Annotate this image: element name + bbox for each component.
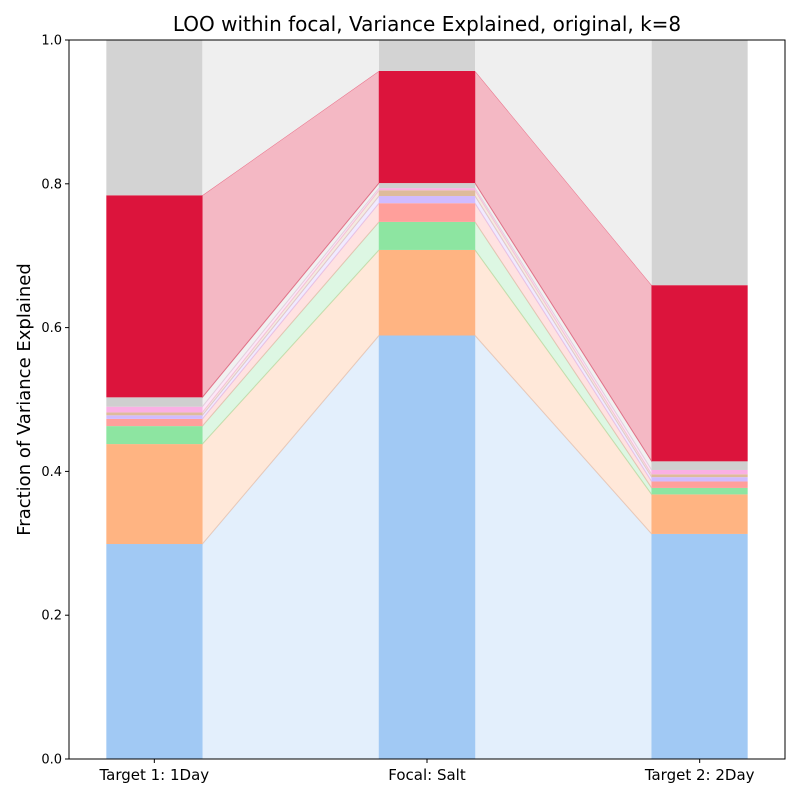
bar-segment — [379, 221, 475, 250]
y-tick-label: 0.0 — [41, 753, 62, 768]
bar-segment — [379, 196, 475, 204]
bar-segment — [106, 412, 203, 416]
bar-segment — [106, 397, 203, 407]
x-tick-label: Target 1: 1Day — [98, 766, 209, 784]
bar-segment — [379, 249, 475, 336]
x-tick-label: Focal: Salt — [388, 766, 466, 784]
bar-segment — [106, 544, 203, 759]
y-tick-label: 0.6 — [41, 321, 62, 336]
chart-title: LOO within focal, Variance Explained, or… — [173, 12, 681, 36]
bar-segment — [651, 487, 748, 495]
bar-segment — [106, 418, 203, 427]
bar-segment — [106, 195, 203, 398]
bar-segment — [379, 40, 475, 71]
bar-segment — [651, 494, 748, 534]
bar-segment — [651, 474, 748, 478]
flow-bands — [201, 40, 653, 760]
y-tick-label: 0.2 — [41, 609, 62, 624]
bar-segment — [651, 477, 748, 482]
bar-segment — [651, 481, 748, 488]
flow-band — [475, 40, 652, 286]
bar-segment — [379, 70, 475, 184]
bar-segment — [106, 40, 203, 196]
bar-segment — [379, 335, 475, 759]
bar-segment — [379, 188, 475, 191]
bar-segment — [106, 415, 203, 419]
bar-segment — [651, 469, 748, 475]
y-tick-label: 0.4 — [41, 465, 62, 480]
bar-segment — [651, 40, 748, 286]
bar-segment — [651, 461, 748, 470]
y-axis: 0.0 0.2 0.4 0.6 0.8 1.0 — [41, 34, 69, 768]
bar-segment — [106, 406, 203, 413]
bar-segment — [651, 285, 748, 462]
y-tick-label: 1.0 — [41, 34, 62, 49]
y-tick-label: 0.8 — [41, 177, 62, 192]
x-tick-label: Target 2: 2Day — [644, 766, 755, 784]
bar-segment — [379, 183, 475, 189]
bar-segment — [106, 426, 203, 445]
flow-band — [202, 40, 379, 196]
bar-segment — [106, 444, 203, 545]
bar-segment — [379, 203, 475, 222]
x-axis: Target 1: 1Day Focal: Salt Target 2: 2Day — [98, 759, 755, 784]
stacked-bars — [106, 40, 748, 759]
bar-segment — [651, 533, 748, 759]
bar-segment — [379, 190, 475, 197]
y-axis-label: Fraction of Variance Explained — [14, 263, 35, 536]
